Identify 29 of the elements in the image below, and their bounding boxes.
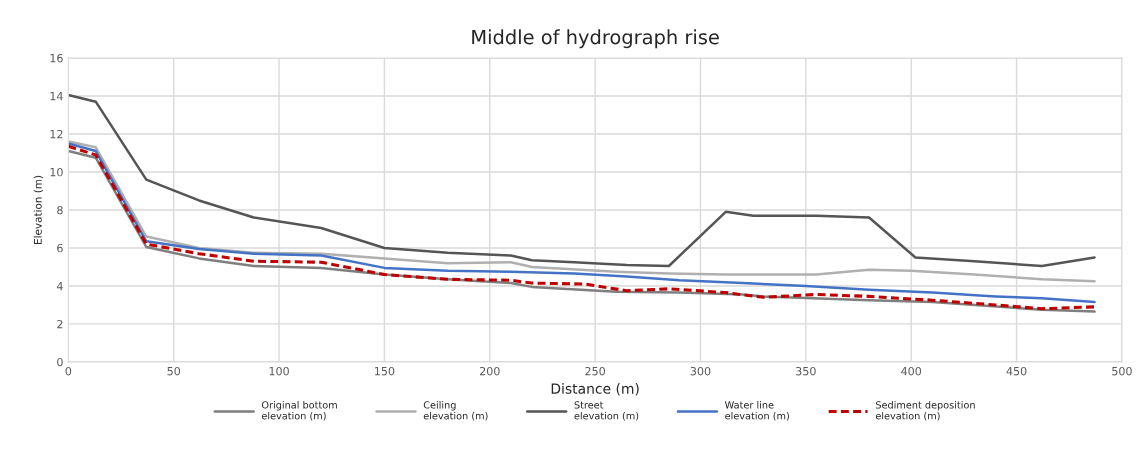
x-tick-label: 250	[585, 366, 605, 376]
legend-label: Water line elevation (m)	[724, 401, 789, 421]
x-tick-label: 100	[269, 366, 289, 376]
x-tick-label: 350	[796, 366, 816, 376]
y-tick-label: 8	[57, 205, 63, 215]
y-tick-label: 2	[57, 319, 63, 329]
y-tick-label: 14	[50, 92, 63, 101]
y-axis-title: Elevation (m)	[33, 175, 43, 244]
x-tick-label: 200	[479, 366, 500, 376]
legend-label: Sediment deposition elevation (m)	[875, 401, 975, 421]
line-series	[68, 93, 1096, 268]
x-tick-label: 500	[1112, 366, 1132, 376]
y-tick-label: 4	[56, 282, 63, 291]
chart-title: Middle of hydrograph rise	[472, 29, 719, 49]
y-tick-label: 6	[57, 243, 63, 253]
x-tick-label: 400	[901, 366, 922, 376]
x-tick-label: 300	[690, 366, 711, 376]
x-axis-title: Distance (m)	[551, 383, 639, 396]
legend-label: Street elevation (m)	[574, 401, 639, 421]
y-tick-label: 10	[50, 167, 63, 177]
y-tick-label: 16	[50, 53, 63, 63]
y-tick-label: 0	[57, 357, 63, 367]
x-tick-label: 450	[1006, 366, 1027, 376]
x-tick-label: 50	[167, 366, 181, 376]
y-tick-label: 12	[50, 129, 63, 139]
x-tick-label: 0	[65, 366, 72, 376]
legend-label: Ceiling elevation (m)	[423, 401, 488, 421]
x-tick-label: 150	[375, 366, 395, 376]
legend-label: Original bottom elevation (m)	[261, 401, 337, 421]
